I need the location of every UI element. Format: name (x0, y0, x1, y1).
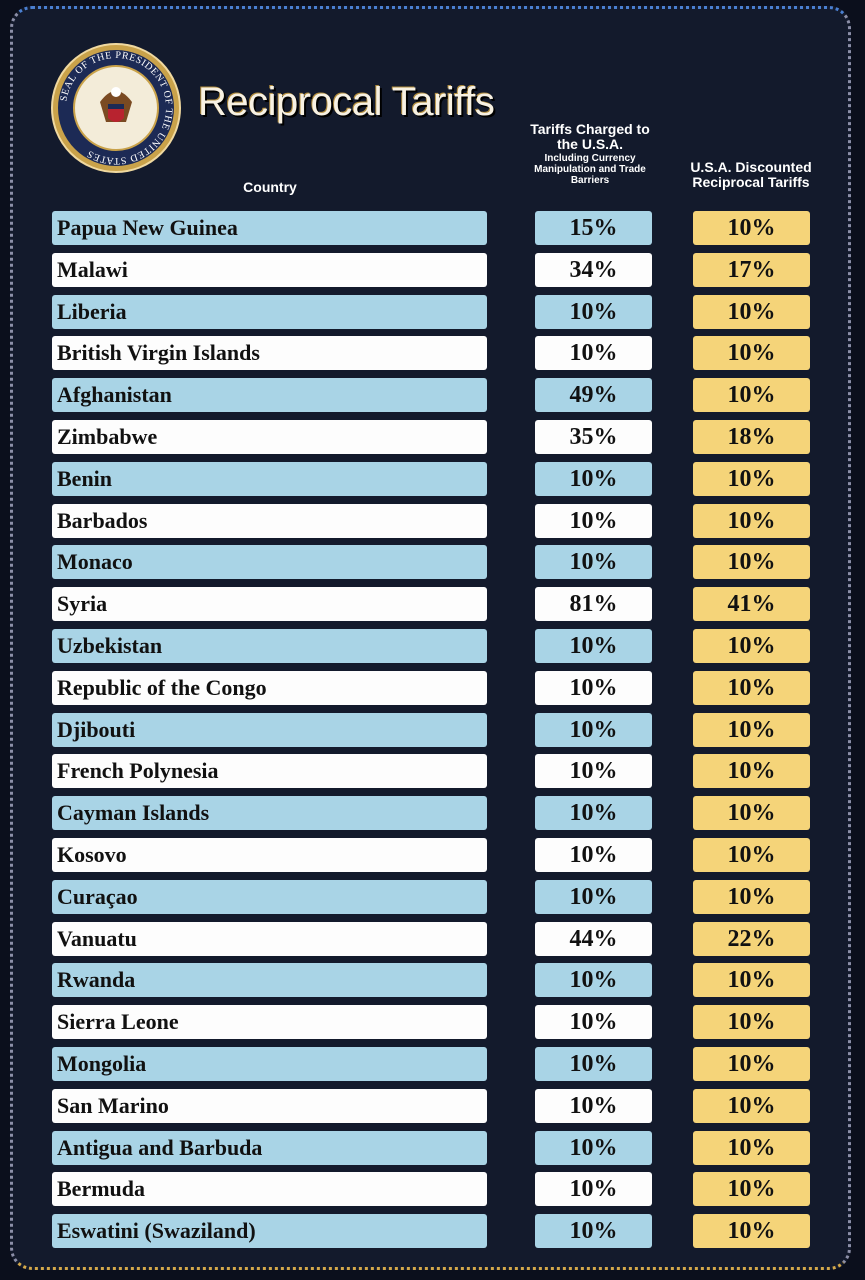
country-cell: British Virgin Islands (52, 336, 487, 371)
country-cell: Syria (52, 587, 487, 622)
discounted-cell: 10% (693, 336, 810, 371)
discounted-cell: 10% (693, 1005, 810, 1040)
column-note: Including Currency Manipulation and Trad… (534, 152, 646, 186)
discounted-cell: 22% (693, 921, 810, 956)
country-cell: Monaco (52, 545, 487, 580)
country-cell: Liberia (52, 294, 487, 329)
discounted-cell: 10% (693, 754, 810, 789)
presidential-seal: SEAL OF THE PRESIDENT OF THE UNITED STAT… (51, 43, 181, 173)
discounted-cell: 10% (693, 629, 810, 663)
country-cell: Malawi (52, 252, 487, 287)
country-cell: French Polynesia (52, 754, 487, 789)
country-cell: Sierra Leone (52, 1005, 487, 1040)
charged-cell: 10% (535, 545, 652, 580)
discounted-cell: 18% (693, 420, 810, 454)
charged-cell: 10% (535, 1130, 652, 1165)
charged-cell: 10% (535, 1088, 652, 1123)
country-cell: Cayman Islands (52, 796, 487, 831)
discounted-cell: 10% (693, 1172, 810, 1207)
charged-cell: 10% (535, 1005, 652, 1040)
discounted-cell: 17% (693, 252, 810, 287)
charged-cell: 34% (535, 252, 652, 287)
discounted-cell: 10% (693, 1214, 810, 1249)
discounted-cell: 10% (693, 670, 810, 705)
charged-cell: 15% (535, 211, 652, 245)
discounted-cell: 10% (693, 545, 810, 580)
country-cell: Antigua and Barbuda (52, 1130, 487, 1165)
charged-cell: 10% (535, 754, 652, 789)
charged-cell: 81% (535, 587, 652, 622)
discounted-cell: 10% (693, 294, 810, 329)
discounted-cell: 10% (693, 211, 810, 245)
charged-cell: 49% (535, 378, 652, 413)
country-cell: Vanuatu (52, 921, 487, 956)
country-cell: Eswatini (Swaziland) (52, 1214, 487, 1249)
discounted-cell: 10% (693, 796, 810, 831)
country-cell: Zimbabwe (52, 420, 487, 454)
charged-cell: 10% (535, 1047, 652, 1081)
country-cell: Uzbekistan (52, 629, 487, 663)
charged-cell: 10% (535, 294, 652, 329)
discounted-cell: 10% (693, 503, 810, 538)
charged-cell: 10% (535, 1214, 652, 1249)
country-cell: Barbados (52, 503, 487, 538)
charged-cell: 10% (535, 461, 652, 496)
charged-cell: 10% (535, 712, 652, 747)
country-cell: Djibouti (52, 712, 487, 747)
discounted-cell: 10% (693, 461, 810, 496)
charged-cell: 35% (535, 420, 652, 454)
charged-cell: 10% (535, 1172, 652, 1207)
country-cell: Benin (52, 461, 487, 496)
discounted-cell: 10% (693, 963, 810, 998)
discounted-cell: 10% (693, 378, 810, 413)
country-cell: Mongolia (52, 1047, 487, 1081)
country-cell: Afghanistan (52, 378, 487, 413)
discounted-cell: 10% (693, 1047, 810, 1081)
column-header: U.S.A. Discounted Reciprocal Tariffs (690, 159, 812, 191)
column-header: Country (243, 179, 297, 195)
discounted-cell: 10% (693, 1130, 810, 1165)
charged-cell: 10% (535, 670, 652, 705)
country-cell: Rwanda (52, 963, 487, 998)
charged-cell: 10% (535, 503, 652, 538)
charged-cell: 10% (535, 336, 652, 371)
charged-cell: 10% (535, 879, 652, 914)
charged-cell: 44% (535, 921, 652, 956)
column-header-group: Tariffs Charged to the U.S.A. Including … (520, 121, 660, 186)
discounted-cell: 10% (693, 712, 810, 747)
charged-cell: 10% (535, 796, 652, 831)
country-cell: Republic of the Congo (52, 670, 487, 705)
charged-cell: 10% (535, 963, 652, 998)
discounted-cell: 41% (693, 587, 810, 622)
country-cell: Kosovo (52, 838, 487, 872)
country-cell: Bermuda (52, 1172, 487, 1207)
charged-cell: 10% (535, 838, 652, 872)
charged-cell: 10% (535, 629, 652, 663)
title: Reciprocal Tariffs (198, 80, 495, 124)
column-header: Tariffs Charged to the U.S.A. (530, 121, 650, 153)
discounted-cell: 10% (693, 1088, 810, 1123)
country-cell: San Marino (52, 1088, 487, 1123)
country-cell: Curaçao (52, 879, 487, 914)
discounted-cell: 10% (693, 838, 810, 872)
country-cell: Papua New Guinea (52, 211, 487, 245)
discounted-cell: 10% (693, 879, 810, 914)
